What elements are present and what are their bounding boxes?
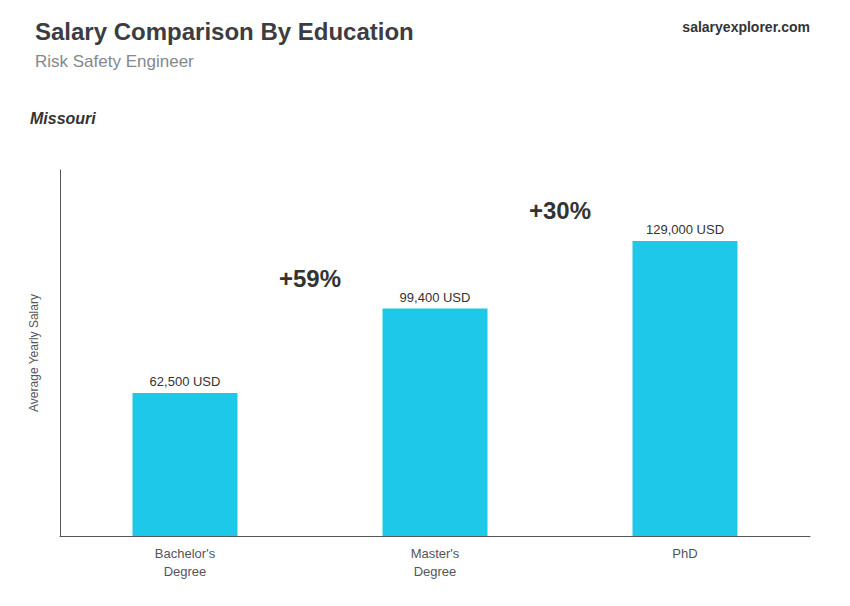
svg-text:PhD: PhD: [672, 546, 697, 561]
svg-text:+59%: +59%: [279, 265, 341, 292]
svg-text:Master's: Master's: [411, 546, 460, 561]
svg-text:62,500 USD: 62,500 USD: [150, 374, 221, 389]
svg-text:Salary Comparison By Education: Salary Comparison By Education: [35, 18, 414, 45]
svg-text:Average Yearly Salary: Average Yearly Salary: [27, 294, 41, 412]
svg-text:99,400 USD: 99,400 USD: [400, 290, 471, 305]
svg-text:Bachelor's: Bachelor's: [155, 546, 216, 561]
svg-text:+30%: +30%: [529, 197, 591, 224]
svg-text:129,000 USD: 129,000 USD: [646, 222, 724, 237]
svg-text:Degree: Degree: [414, 564, 457, 579]
svg-text:Risk Safety Engineer: Risk Safety Engineer: [35, 52, 194, 71]
svg-text:Degree: Degree: [164, 564, 207, 579]
svg-text:salaryexplorer.com: salaryexplorer.com: [682, 19, 810, 35]
svg-text:Missouri: Missouri: [30, 110, 96, 127]
